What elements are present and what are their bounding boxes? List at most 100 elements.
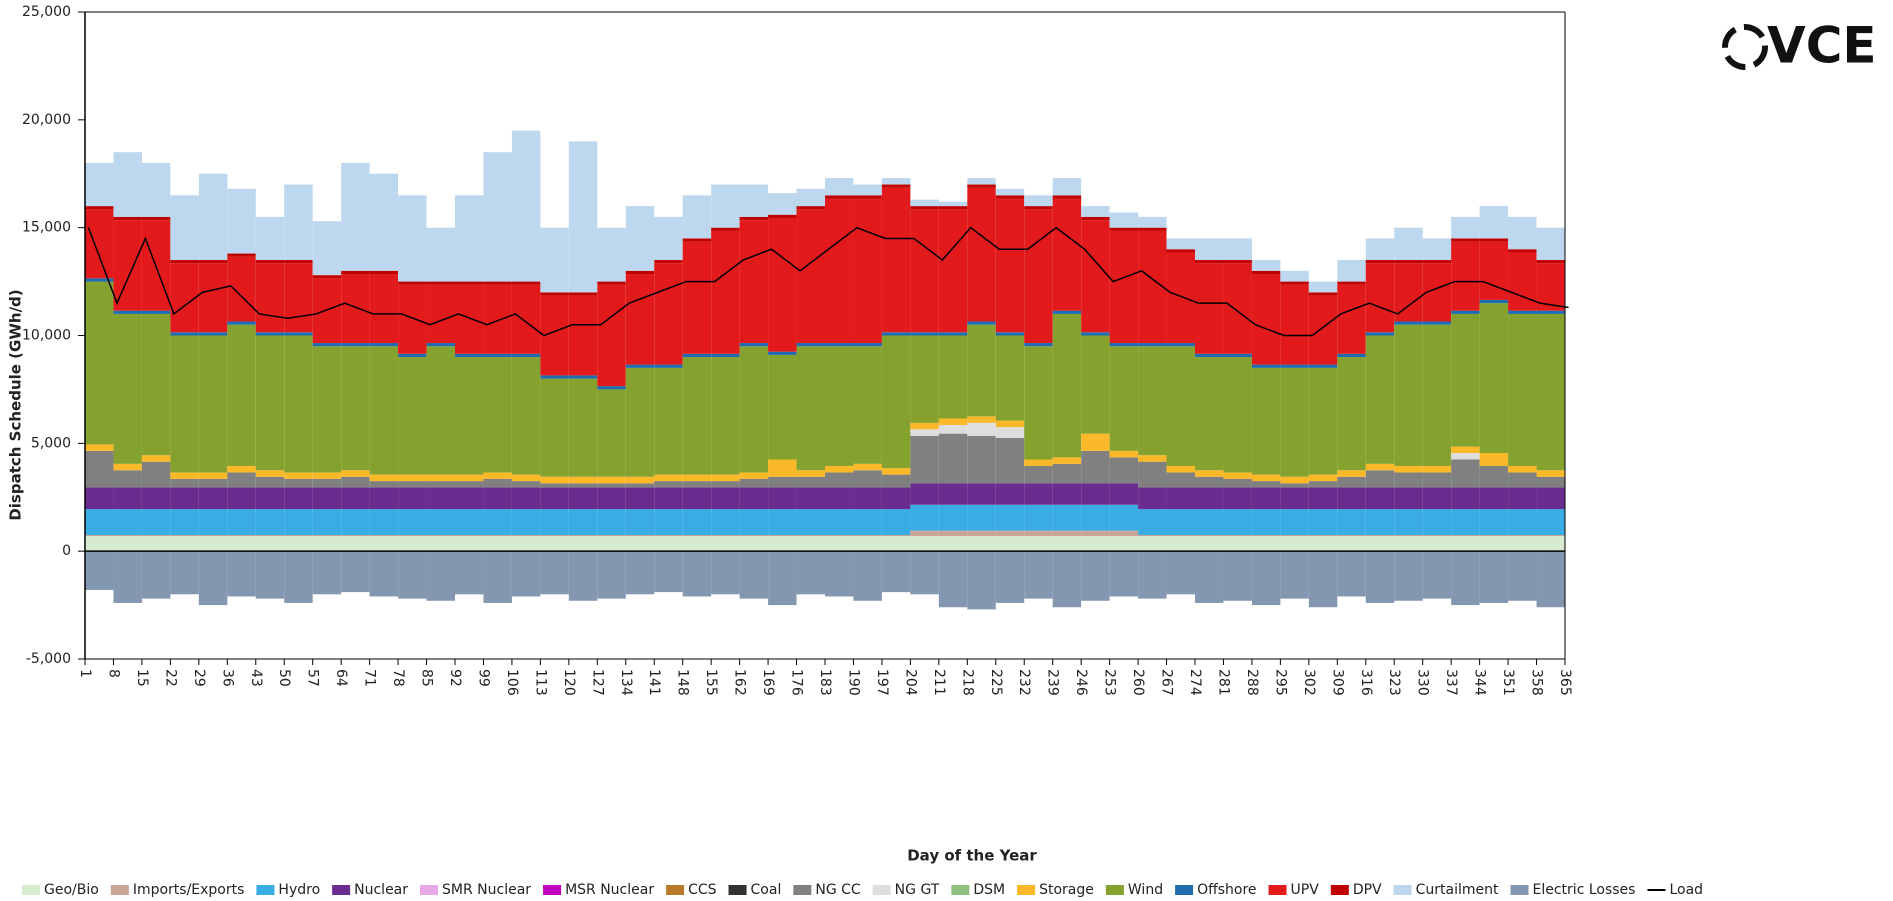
bar-segment	[341, 270, 370, 275]
x-tick-label: 351	[1500, 669, 1516, 696]
bar-segment	[796, 470, 825, 477]
bar-segment	[654, 509, 683, 535]
bar-segment	[85, 206, 114, 210]
bar-segment	[1536, 536, 1565, 552]
bar-segment	[739, 534, 769, 537]
bar-segment	[711, 227, 740, 231]
bar-segment	[910, 530, 939, 537]
bar-segment	[113, 152, 142, 217]
bar-segment	[1479, 487, 1509, 510]
bar-segment	[853, 198, 882, 344]
bar-segment	[540, 483, 569, 488]
bar-segment	[284, 472, 313, 479]
bar-segment	[910, 435, 939, 484]
bar-segment	[1195, 487, 1224, 510]
bar-segment	[1081, 530, 1110, 537]
legend-label: Geo/Bio	[44, 882, 99, 898]
bar-segment	[1223, 357, 1252, 473]
bar-segment	[312, 346, 342, 473]
bar-segment	[625, 367, 655, 477]
bar-segment	[483, 487, 512, 510]
bar-segment	[1195, 357, 1224, 471]
bar-segment	[284, 551, 313, 603]
bar-segment	[1223, 536, 1252, 552]
bar-segment	[682, 536, 712, 552]
bar-segment	[1508, 472, 1537, 488]
bar-segment	[768, 534, 797, 537]
x-tick-label: 190	[845, 669, 861, 696]
legend-label: SMR Nuclear	[442, 882, 531, 898]
bar-segment	[398, 481, 427, 488]
bar-segment	[568, 487, 598, 510]
bar-segment	[1223, 263, 1252, 354]
bar-segment	[1109, 536, 1139, 552]
bar-segment	[483, 353, 512, 358]
x-tick-label: 295	[1272, 669, 1288, 696]
bar-segment	[483, 509, 512, 535]
bar-segment	[398, 357, 427, 475]
bar-segment	[1394, 260, 1423, 264]
bar-segment	[1223, 353, 1252, 358]
bar-segment	[170, 332, 199, 336]
legend-swatch	[1175, 885, 1194, 895]
bar-segment	[682, 195, 712, 239]
bar-segment	[910, 209, 939, 333]
bar-segment	[426, 534, 455, 537]
bar-segment	[1138, 551, 1167, 599]
y-axis-title: Dispatch Schedule (GWh/d)	[7, 289, 25, 520]
bar-segment	[1422, 465, 1452, 473]
legend-swatch	[951, 885, 970, 895]
bar-segment	[483, 472, 512, 479]
bar-segment	[910, 536, 939, 552]
bar-segment	[1337, 260, 1366, 282]
bar-segment	[511, 534, 541, 537]
bar-segment	[1166, 534, 1195, 537]
bar-segment	[967, 178, 996, 185]
bar-segment	[568, 483, 598, 488]
bar-segment	[1166, 487, 1195, 510]
bar-segment	[1166, 238, 1195, 250]
bar-segment	[739, 343, 769, 347]
bar-segment	[682, 481, 712, 488]
bar-segment	[1308, 292, 1338, 296]
x-tick-label: 50	[276, 669, 292, 687]
x-tick-label: 8	[105, 669, 121, 678]
bar-segment	[1081, 220, 1110, 333]
bar-segment	[1451, 313, 1480, 447]
bar-segment	[654, 474, 683, 482]
bar-segment	[483, 357, 512, 473]
bar-segment	[995, 551, 1025, 603]
bar-segment	[341, 274, 370, 344]
bar-segment	[881, 551, 911, 593]
bars	[85, 130, 1565, 610]
bar-segment	[1081, 206, 1110, 217]
bar-segment	[141, 534, 171, 537]
bar-segment	[597, 509, 626, 535]
legend-swatch	[872, 885, 891, 895]
bar-segment	[1508, 509, 1537, 535]
bar-segment	[1166, 346, 1195, 466]
x-tick-label: 71	[362, 669, 378, 687]
bar-segment	[938, 201, 968, 207]
bar-segment	[654, 263, 683, 365]
bar-segment	[1109, 530, 1139, 537]
bar-segment	[1337, 284, 1366, 354]
x-tick-label: 113	[532, 669, 548, 696]
bar-segment	[227, 472, 256, 488]
bar-segment	[796, 487, 825, 510]
bar-segment	[825, 198, 854, 344]
bar-segment	[1251, 364, 1281, 368]
bar-segment	[1223, 478, 1252, 488]
bar-segment	[85, 278, 114, 282]
bar-segment	[910, 551, 939, 595]
bar-segment	[170, 509, 199, 535]
bar-segment	[312, 343, 342, 347]
legend-swatch	[420, 885, 439, 895]
bar-segment	[398, 474, 427, 482]
bar-segment	[426, 481, 455, 488]
bar-segment	[682, 551, 712, 597]
logo-text: VCE	[1767, 17, 1877, 75]
bar-segment	[255, 263, 285, 333]
bar-segment	[768, 217, 797, 352]
bar-segment	[483, 534, 512, 537]
